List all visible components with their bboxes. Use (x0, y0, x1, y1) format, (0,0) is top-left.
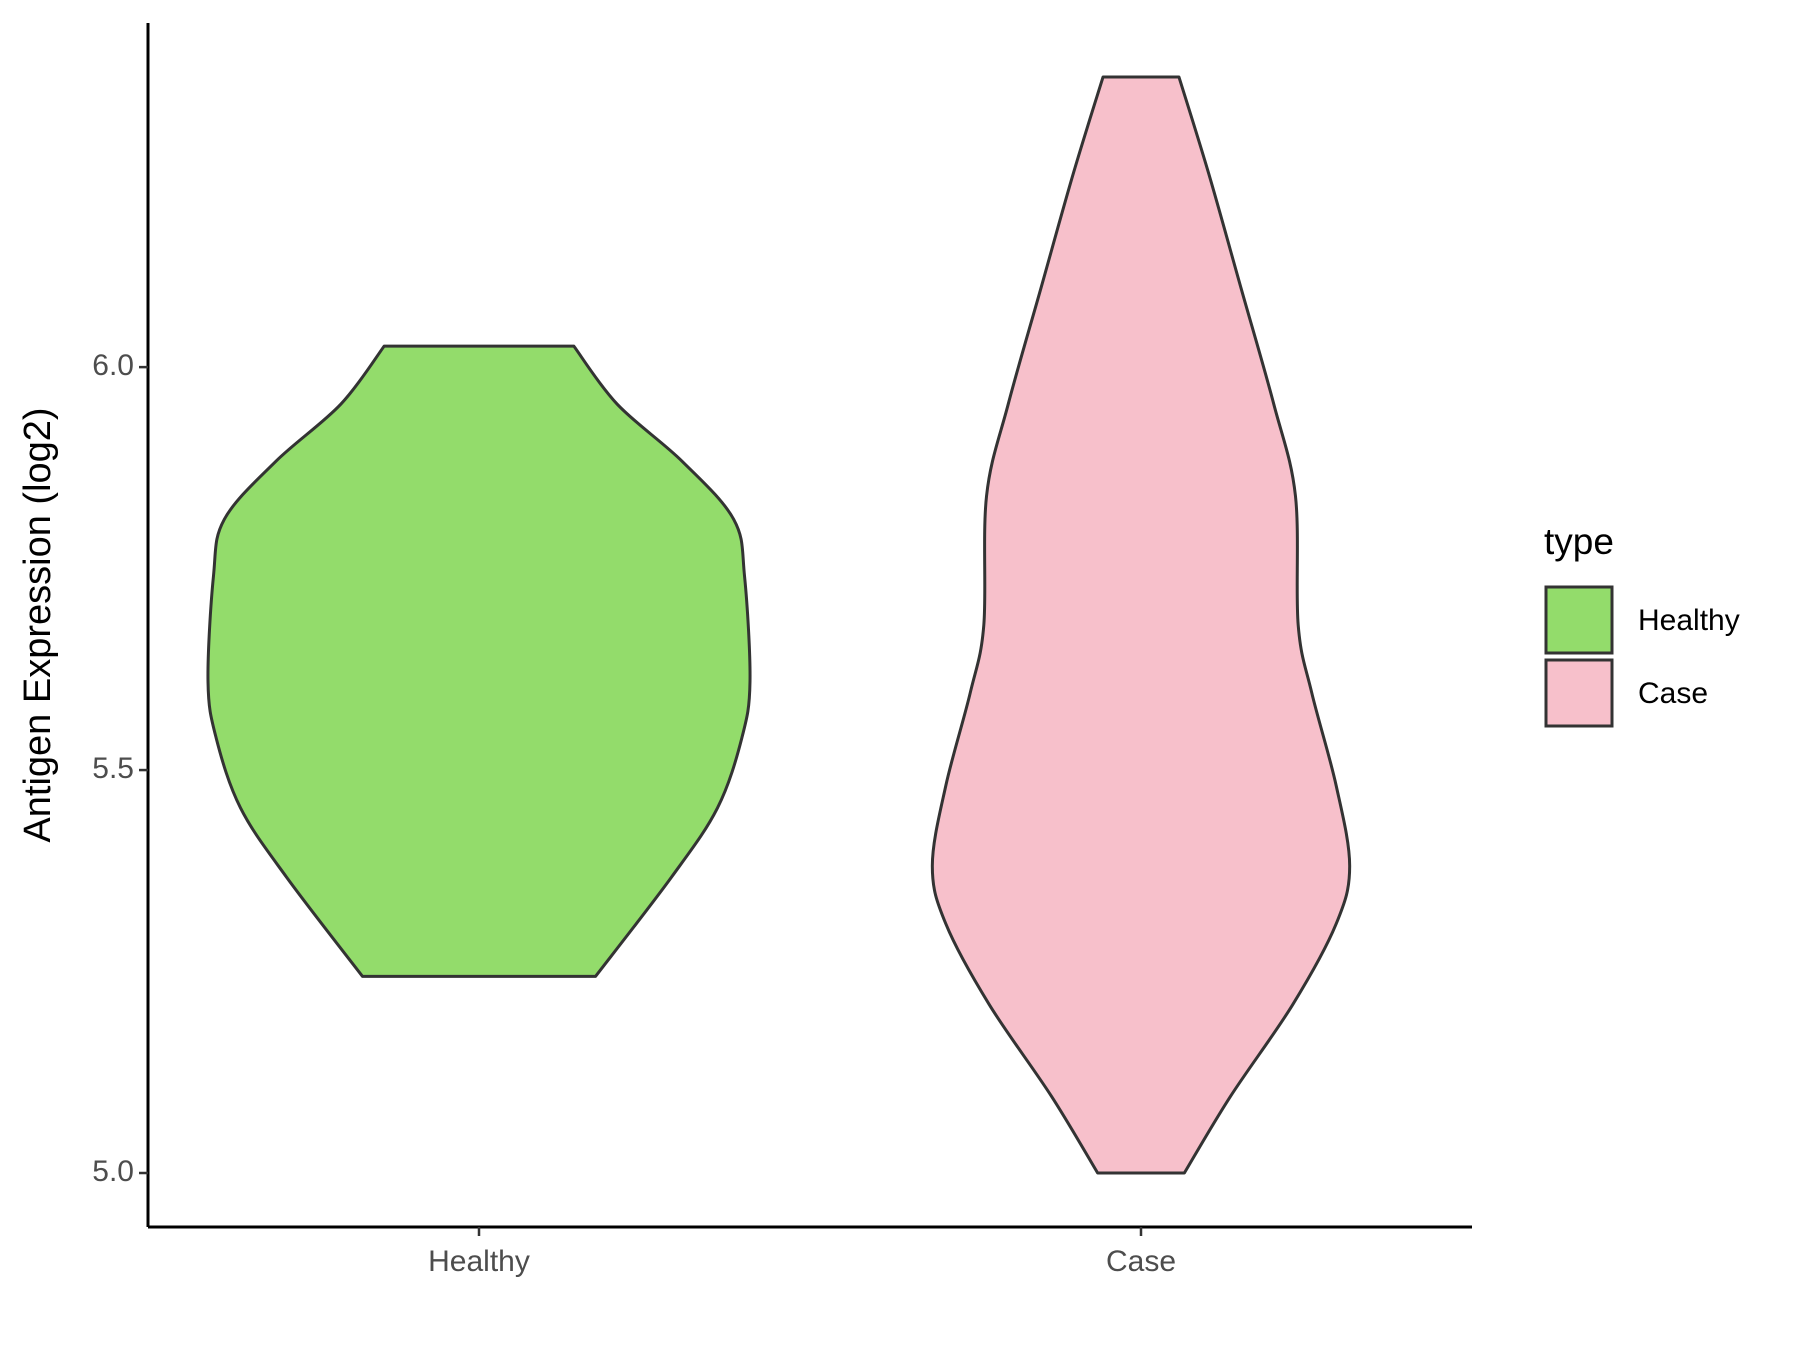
legend-label: Case (1638, 677, 1708, 710)
x-tick-label: Case (1106, 1245, 1176, 1278)
legend-key (1544, 658, 1614, 728)
violin (930, 75, 1352, 1175)
y-tick-label: 5.5 (92, 752, 134, 785)
x-tick-label: Healthy (428, 1245, 530, 1278)
y-tick-label: 6.0 (92, 349, 134, 382)
legend-title: type (1544, 521, 1614, 562)
y-axis-title: Antigen Expression (log2) (17, 407, 59, 842)
y-tick-label: 5.0 (92, 1155, 134, 1188)
legend-label: Healthy (1638, 604, 1740, 637)
legend-key (1544, 585, 1614, 655)
violin (206, 344, 752, 978)
